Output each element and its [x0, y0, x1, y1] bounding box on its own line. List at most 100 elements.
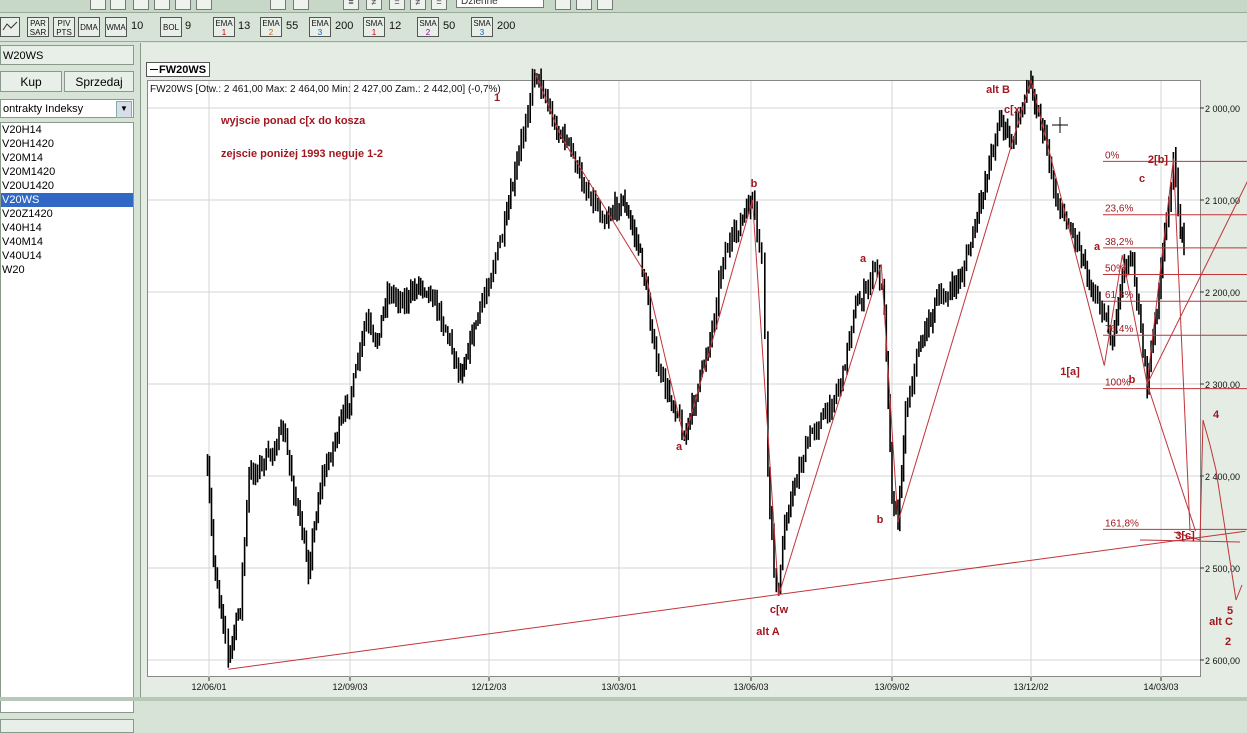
indicator-ema1-button[interactable]: EMA 1 [213, 17, 235, 37]
indicator-ema1-value: 13 [238, 20, 251, 32]
indicator-sma1-button[interactable]: SMA 1 [363, 17, 385, 37]
x-axis-tick-label: 14/03/03 [1143, 682, 1178, 692]
tool-icon[interactable] [110, 0, 126, 10]
period-select[interactable]: Dzienne [456, 0, 544, 8]
y-axis-tick-label: 2 000,00 [1205, 104, 1240, 114]
instrument-list-item[interactable]: V40U14 [2, 250, 42, 262]
instrument-list-item[interactable]: V40M14 [2, 236, 43, 248]
chart-icon[interactable] [0, 17, 20, 37]
indicator-dma-button[interactable]: DMA [78, 17, 100, 37]
indicator-ema2-value: 55 [286, 20, 299, 32]
draw-equal-icon[interactable]: = [431, 0, 447, 10]
tool-icon[interactable] [196, 0, 212, 10]
draw-notequal-icon[interactable]: ≠ [366, 0, 382, 10]
wave-label: alt B [986, 84, 1010, 96]
category-select[interactable]: ontrakty Indeksy ▼ [0, 99, 134, 118]
wave-trend-line [1121, 255, 1148, 385]
x-axis-tick-label: 13/09/02 [874, 682, 909, 692]
sidebar-scrollbar[interactable] [0, 719, 134, 733]
indicator-ema3-button[interactable]: EMA 3 [309, 17, 331, 37]
wave-trend-line [560, 135, 646, 274]
wave-trend-line [534, 71, 561, 136]
wave-trend-line [1146, 383, 1197, 532]
wave-trend-line [778, 264, 882, 596]
projection-line [1235, 584, 1243, 601]
indicator-wma-value: 10 [131, 20, 144, 32]
wave-trend-line [1172, 158, 1191, 532]
y-axis-tick-label: 2 100,00 [1205, 196, 1240, 206]
indicator-ema2-button[interactable]: EMA 2 [260, 17, 282, 37]
draw-equal-icon[interactable]: ≡ [343, 0, 359, 10]
fib-level-label: 38,2% [1105, 237, 1133, 248]
indicator-sma2-button[interactable]: SMA 2 [417, 17, 439, 37]
wave-trend-line [1146, 181, 1247, 385]
wave-label: 1[a] [1060, 366, 1080, 378]
instrument-list-item[interactable]: V20WS [1, 193, 133, 207]
indicator-wma-button[interactable]: WMA [105, 17, 127, 37]
chart-comment: wyjscie ponad c[x do kosza [220, 115, 366, 127]
chart-type-icon[interactable] [597, 0, 613, 10]
indicator-bol-button[interactable]: BOL [160, 17, 182, 37]
wave-label: a [676, 441, 683, 453]
projection-line [1215, 469, 1237, 601]
y-axis-tick-label: 2 400,00 [1205, 472, 1240, 482]
fib-level-label: 76,4% [1105, 324, 1133, 335]
instrument-title: W20WS [0, 45, 134, 65]
chart-plot-area[interactable] [147, 80, 1201, 677]
wave-trend-line [1103, 255, 1123, 366]
instrument-list-item[interactable]: V20Z1420 [2, 208, 53, 220]
y-axis-tick-label: 2 200,00 [1205, 288, 1240, 298]
wave-label: b [877, 514, 884, 526]
indicator-sma1-value: 12 [389, 20, 402, 32]
tool-icon[interactable] [270, 0, 286, 10]
chevron-down-icon[interactable]: ▼ [116, 101, 132, 118]
instrument-list-item[interactable]: V20U1420 [2, 180, 54, 192]
tool-icon[interactable] [133, 0, 149, 10]
status-bar [0, 697, 1247, 701]
wave-trend-line [897, 80, 1032, 523]
tool-icon[interactable] [293, 0, 309, 10]
projection-line [1173, 531, 1201, 541]
wave-label: c [1139, 173, 1145, 185]
fib-level-label: 23,6% [1105, 204, 1133, 215]
indicator-sma2-value: 50 [443, 20, 456, 32]
top-menu-strip: ≡ ≠ = ≠ = Dzienne [0, 0, 1247, 13]
draw-notequal-icon[interactable]: ≠ [410, 0, 426, 10]
y-axis-tick-label: 2 600,00 [1205, 656, 1240, 666]
instrument-list-item[interactable]: W20 [2, 264, 25, 276]
wave-trend-line [683, 199, 754, 440]
projection-line [1209, 444, 1217, 471]
instrument-list-item[interactable]: V20M1420 [2, 166, 56, 178]
tool-icon[interactable] [175, 0, 191, 10]
tool-icon[interactable] [154, 0, 170, 10]
chart-type-icon[interactable] [576, 0, 592, 10]
indicator-bol-value: 9 [185, 20, 192, 32]
wave-trend-line [228, 530, 1246, 670]
instrument-list-item[interactable]: V40H14 [2, 222, 42, 234]
wave-label: c[w [770, 604, 789, 616]
wave-trend-line [752, 199, 780, 596]
chart-type-icon[interactable] [555, 0, 571, 10]
wave-label: alt C [1209, 616, 1233, 628]
indicator-sma3-button[interactable]: SMA 3 [471, 17, 493, 37]
chart-ohlc-header: FW20WS [Otw.: 2 461,00 Max: 2 464,00 Min… [150, 84, 501, 95]
instrument-list-item[interactable]: V20M14 [2, 152, 43, 164]
tool-icon[interactable] [90, 0, 106, 10]
instrument-list-item[interactable]: V20H1420 [2, 138, 54, 150]
y-axis-tick-label: 2 500,00 [1205, 564, 1240, 574]
sell-button[interactable]: Sprzedaj [64, 71, 134, 92]
buy-button[interactable]: Kup [0, 71, 62, 92]
fib-level-label: 61,8% [1105, 290, 1133, 301]
projection-line [1199, 419, 1204, 541]
indicator-piv-pts-button[interactable]: PIV PTS [53, 17, 75, 37]
x-axis-tick-label: 13/06/03 [733, 682, 768, 692]
chart-tab[interactable]: FW20WS [146, 62, 210, 77]
wave-label: b [1129, 374, 1136, 386]
wave-label: a [860, 253, 867, 265]
x-axis-tick-label: 13/03/01 [601, 682, 636, 692]
fib-level-label: 161,8% [1105, 518, 1139, 529]
indicator-par-sar-button[interactable]: PAR SAR [27, 17, 49, 37]
instrument-list-item[interactable]: V20H14 [2, 124, 42, 136]
draw-equal-icon[interactable]: = [389, 0, 405, 10]
fib-level-label: 0% [1105, 150, 1120, 161]
